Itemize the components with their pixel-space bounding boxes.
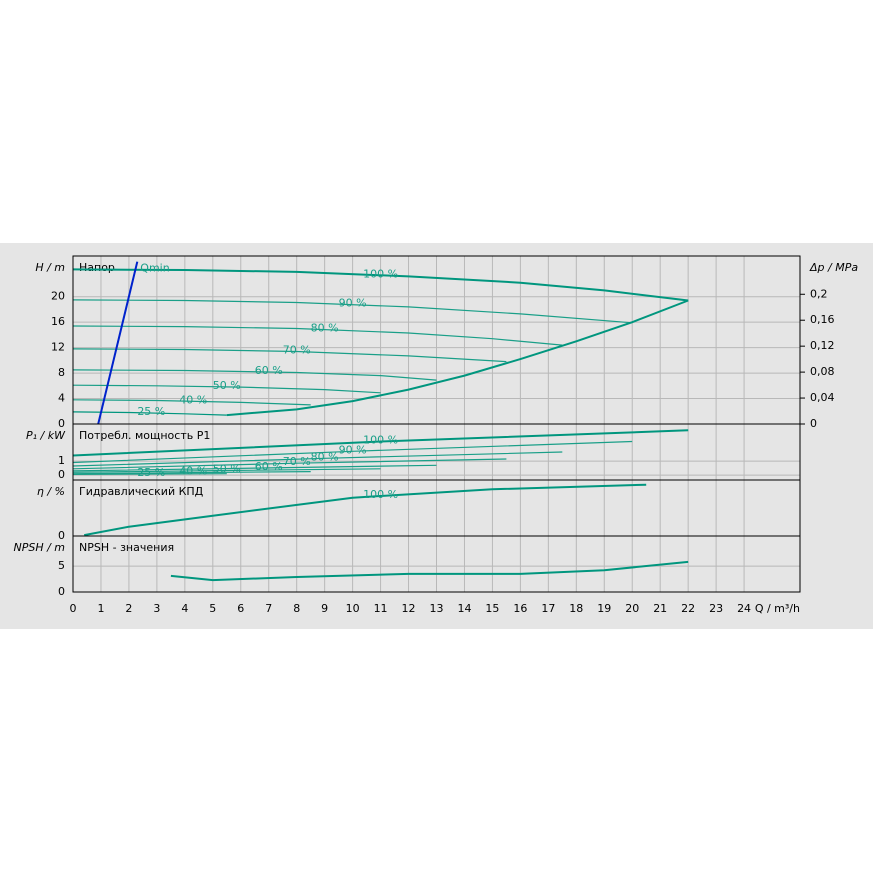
y-axis-label: H / m <box>35 261 65 274</box>
x-tick-label: 18 <box>569 602 583 615</box>
series-label: 90 % <box>339 443 367 456</box>
x-tick-label: 22 <box>681 602 695 615</box>
x-tick-label: 20 <box>625 602 639 615</box>
y-tick-label: 0 <box>58 468 65 481</box>
x-tick-label: 11 <box>374 602 388 615</box>
series-line <box>72 348 507 363</box>
y-tick-label: 8 <box>58 366 65 379</box>
y-tick-label: 0 <box>58 417 65 430</box>
y2-tick-label: 0,04 <box>810 391 835 404</box>
series-label: 50 % <box>213 379 241 392</box>
x-tick-label: 7 <box>265 602 272 615</box>
x-tick-label: 4 <box>181 602 188 615</box>
y-tick-label: 1 <box>58 454 65 467</box>
series-line <box>72 325 563 346</box>
x-tick-label: 0 <box>70 602 77 615</box>
y-tick-label: 0 <box>58 529 65 542</box>
y-tick-label: 4 <box>58 392 65 405</box>
y2-axis-label: Δp / MPa <box>809 261 858 274</box>
series-label: 40 % <box>179 465 207 478</box>
x-tick-label: 17 <box>541 602 555 615</box>
panel-title: Гидравлический КПД <box>79 485 204 498</box>
y-tick-label: 12 <box>51 341 65 354</box>
x-tick-label: 2 <box>125 602 132 615</box>
series-line <box>72 268 689 302</box>
x-tick-label: 15 <box>485 602 499 615</box>
series-label: 100 % <box>363 434 398 447</box>
y-tick-label: 0 <box>58 585 65 598</box>
series-label: 60 % <box>255 364 283 377</box>
y2-tick-label: 0,2 <box>810 287 828 300</box>
series-label: 25 % <box>137 466 165 479</box>
series-line <box>72 458 507 470</box>
series-line <box>72 384 381 394</box>
y2-tick-label: 0 <box>810 417 817 430</box>
series-line <box>72 468 381 473</box>
y-axis-label: NPSH / m <box>13 541 65 554</box>
x-tick-label: 24 <box>737 602 751 615</box>
series-label: 25 % <box>137 405 165 418</box>
x-tick-label: 10 <box>346 602 360 615</box>
series-line <box>72 473 227 475</box>
x-tick-label: 9 <box>321 602 328 615</box>
x-tick-label: 6 <box>237 602 244 615</box>
y-axis-label: P₁ / kW <box>26 429 66 442</box>
x-tick-label: 21 <box>653 602 667 615</box>
x-tick-label: 13 <box>430 602 444 615</box>
series-label: 60 % <box>255 460 283 473</box>
series-label: 90 % <box>339 297 367 310</box>
x-tick-label: 1 <box>97 602 104 615</box>
plot-frame <box>72 535 801 593</box>
x-tick-label: 5 <box>209 602 216 615</box>
series-label: 80 % <box>311 322 339 335</box>
panel-title: NPSH - значения <box>79 541 174 554</box>
panel-title: Напор <box>79 261 115 274</box>
series-line <box>72 299 633 324</box>
series-line <box>84 483 647 537</box>
series-line <box>72 369 437 381</box>
series-label: 40 % <box>179 393 207 406</box>
series-line <box>72 399 311 406</box>
x-tick-label: 3 <box>153 602 160 615</box>
y2-tick-label: 0,08 <box>810 365 835 378</box>
y-tick-label: 16 <box>51 315 65 328</box>
series-line <box>72 451 563 467</box>
y-axis-label: η / % <box>37 485 65 498</box>
x-tick-label: 19 <box>597 602 611 615</box>
series-label: 100 % <box>363 267 398 280</box>
y-tick-label: 20 <box>51 290 65 303</box>
x-tick-label: 23 <box>709 602 723 615</box>
x-tick-label: 8 <box>293 602 300 615</box>
series-label: 100 % <box>363 488 398 501</box>
x-tick-label: 16 <box>513 602 527 615</box>
series-label: 70 % <box>283 455 311 468</box>
y2-tick-label: 0,16 <box>810 313 835 326</box>
series-line <box>72 440 633 464</box>
series-line <box>97 261 139 425</box>
x-axis-label: Q / m³/h <box>755 602 800 615</box>
series-line <box>72 464 437 472</box>
series-label: 80 % <box>311 450 339 463</box>
x-tick-label: 12 <box>402 602 416 615</box>
x-tick-label: 14 <box>457 602 471 615</box>
series-label: Qmin <box>140 262 169 275</box>
series-label: 70 % <box>283 343 311 356</box>
series-line <box>170 560 689 582</box>
series-line <box>72 471 311 475</box>
series-line <box>226 299 689 417</box>
series-line <box>72 429 689 457</box>
y-tick-label: 5 <box>58 559 65 572</box>
panel-title: Потребл. мощность P1 <box>79 429 210 442</box>
y2-tick-label: 0,12 <box>810 339 835 352</box>
